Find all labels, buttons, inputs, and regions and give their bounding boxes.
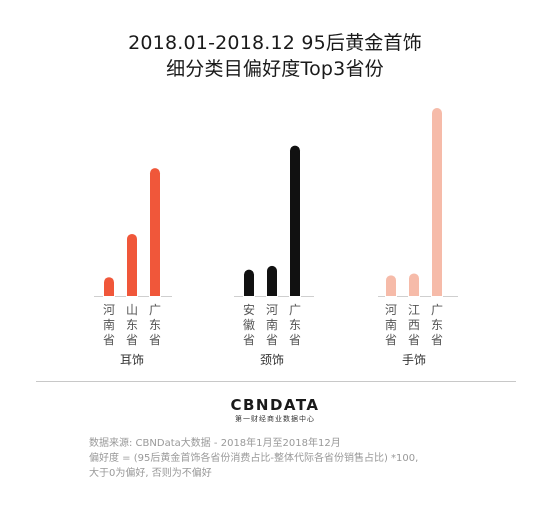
chart-title-line-2: 细分类目偏好度Top3省份 xyxy=(166,58,384,80)
x-tick-label: 安徽省 xyxy=(243,302,255,347)
bar-base-mask xyxy=(431,296,443,302)
bar-颈饰-河南省 xyxy=(267,265,277,301)
bar-耳饰-广东省 xyxy=(150,168,160,301)
group-label: 手饰 xyxy=(402,353,426,367)
chart-title-line-1: 2018.01-2018.12 95后黄金首饰 xyxy=(128,32,422,54)
x-tick-label: 广东省 xyxy=(431,303,443,347)
formula-note: 偏好度 = (95后黄金首饰各省份消费占比-整体代际各省份销售占比) *100, xyxy=(89,453,419,464)
bar-base-mask xyxy=(385,296,397,302)
logo-wordmark: CBNDATA xyxy=(230,396,320,414)
group-label: 颈饰 xyxy=(260,353,284,367)
bar-耳饰-河南省 xyxy=(104,277,114,301)
bar-base-mask xyxy=(289,296,301,302)
x-tick-label: 广东省 xyxy=(149,303,161,347)
x-tick-label: 河南省 xyxy=(385,303,397,347)
section-divider xyxy=(36,381,516,382)
bar-耳饰-山东省 xyxy=(127,233,137,301)
bar-base-mask xyxy=(243,296,255,302)
bar-base-mask xyxy=(103,296,115,302)
cbndata-logo: CBNDATA 第一财经商业数据中心 xyxy=(0,396,550,424)
bar-base-mask xyxy=(266,296,278,302)
bar-颈饰-广东省 xyxy=(290,145,300,301)
x-tick-label: 山东省 xyxy=(126,303,138,347)
bar-手饰-江西省 xyxy=(409,273,419,301)
footnotes: 数据来源: CBNData大数据 - 2018年1月至2018年12月 偏好度 … xyxy=(89,436,509,481)
bar-手饰-河南省 xyxy=(386,275,396,301)
x-tick-label: 广东省 xyxy=(289,303,301,347)
bar-base-mask xyxy=(126,296,138,302)
group-label: 耳饰 xyxy=(120,353,144,367)
bar-base-mask xyxy=(408,296,420,302)
logo-subtitle: 第一财经商业数据中心 xyxy=(235,415,315,423)
bar-手饰-广东省 xyxy=(432,108,442,301)
bar-base-mask xyxy=(149,296,161,302)
x-tick-label: 河南省 xyxy=(266,303,278,347)
formula-note-continued: 大于0为偏好, 否则为不偏好 xyxy=(89,468,212,479)
data-source-note: 数据来源: CBNData大数据 - 2018年1月至2018年12月 xyxy=(89,438,341,449)
bar-颈饰-安徽省 xyxy=(244,269,254,301)
x-tick-label: 河南省 xyxy=(103,303,115,347)
x-tick-label: 江西省 xyxy=(408,303,420,347)
